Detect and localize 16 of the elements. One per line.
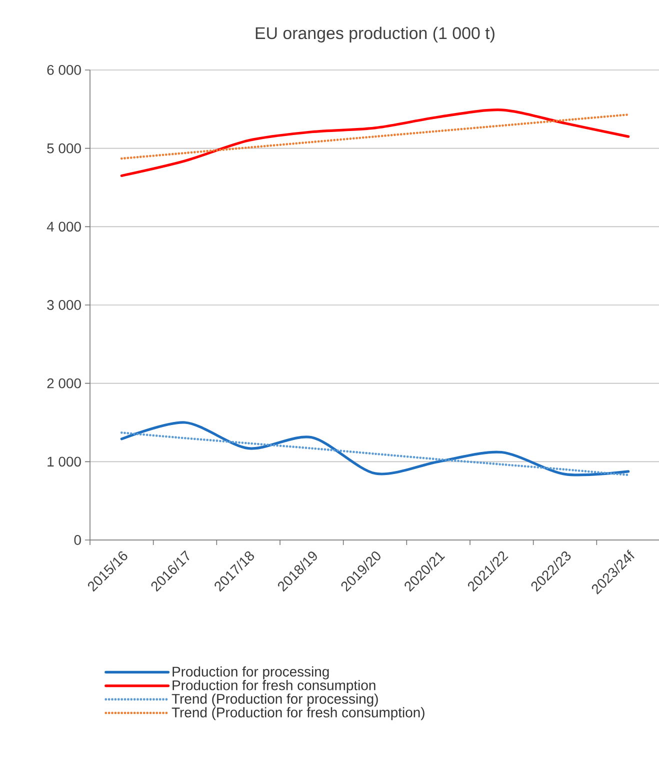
line-series: [120, 108, 630, 178]
y-tick-label: 3 000: [47, 300, 81, 310]
y-tick-label: 1 000: [48, 456, 81, 467]
legend-label: Production for processing: [172, 666, 329, 680]
legend-label: Production for fresh consumption: [172, 680, 376, 693]
legend-label: Trend (Production for fresh consumption): [172, 707, 424, 720]
line-series: [120, 421, 630, 476]
line-series: [120, 113, 630, 160]
legend-label: Trend (Production for processing): [172, 694, 378, 707]
chart-title: EU oranges production (1 000 t): [256, 26, 494, 42]
y-tick-label: 2 000: [47, 378, 81, 388]
y-tick-label: 6 000: [47, 65, 81, 75]
y-tick-label: 4 000: [46, 222, 81, 232]
line-series: [120, 431, 630, 476]
y-tick-label: 5 000: [47, 143, 81, 154]
y-tick-label: 0: [74, 535, 81, 545]
